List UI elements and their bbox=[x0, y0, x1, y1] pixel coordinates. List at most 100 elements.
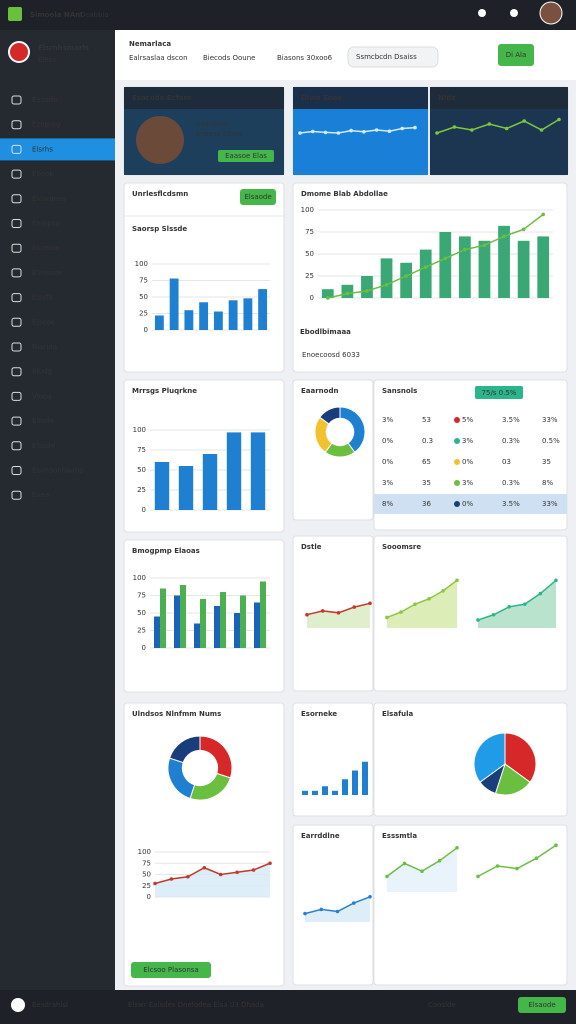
profile-button[interactable] bbox=[218, 150, 274, 162]
point bbox=[476, 618, 480, 622]
table-cell: 3% bbox=[382, 479, 393, 487]
point bbox=[452, 125, 457, 129]
card bbox=[123, 702, 285, 987]
bar bbox=[243, 298, 253, 330]
bar bbox=[498, 225, 510, 298]
bar bbox=[154, 462, 170, 510]
icon-user[interactable] bbox=[478, 9, 486, 17]
point bbox=[441, 589, 445, 593]
nav-icon bbox=[11, 268, 22, 278]
nav-item[interactable]: Elsvte bbox=[32, 294, 53, 302]
bar bbox=[226, 432, 242, 510]
card-footer: Ebodlbimaaa bbox=[300, 328, 351, 336]
nav-item[interactable]: Elsede bbox=[32, 318, 55, 326]
row-dot bbox=[454, 459, 460, 465]
bar bbox=[228, 300, 238, 330]
nav-item[interactable]: Emopse bbox=[32, 220, 60, 228]
y-tick-label: 100 bbox=[133, 426, 146, 434]
point bbox=[413, 602, 417, 606]
card-title: Sansnols bbox=[382, 387, 417, 395]
table-cell: 3.5% bbox=[502, 416, 520, 424]
point bbox=[427, 597, 431, 601]
nav-icon bbox=[11, 169, 22, 179]
top-menu: Dcabbia bbox=[80, 11, 109, 19]
y-tick-label: 25 bbox=[305, 272, 314, 280]
nav-item[interactable]: Elrode bbox=[32, 417, 54, 425]
card-header bbox=[124, 87, 284, 109]
nav-item[interactable]: Evea bbox=[32, 491, 49, 499]
card bbox=[123, 182, 285, 373]
footer-button[interactable] bbox=[518, 997, 566, 1013]
nav-item[interactable]: Viooa bbox=[32, 392, 51, 400]
table-cell: 8% bbox=[382, 500, 393, 508]
point bbox=[400, 126, 405, 131]
point bbox=[365, 289, 369, 293]
nav-icon bbox=[11, 441, 22, 451]
card-button[interactable] bbox=[131, 962, 211, 978]
area bbox=[307, 603, 370, 628]
y-tick-label: 50 bbox=[139, 293, 148, 301]
bar bbox=[400, 262, 412, 298]
point bbox=[502, 234, 506, 239]
table-cell: 53 bbox=[422, 416, 431, 424]
point bbox=[522, 119, 526, 123]
y-tick-label: 75 bbox=[142, 859, 151, 867]
nav-icon bbox=[11, 219, 22, 228]
nav-item[interactable]: Nlarula bbox=[32, 343, 57, 351]
point bbox=[323, 130, 328, 135]
nav-item[interactable]: Eesode bbox=[32, 96, 57, 104]
point bbox=[476, 874, 480, 879]
bar bbox=[352, 770, 358, 795]
bar bbox=[254, 602, 260, 648]
line bbox=[299, 126, 416, 134]
point bbox=[305, 612, 309, 617]
line bbox=[436, 118, 560, 134]
nav-item[interactable]: Ezoprog bbox=[32, 121, 60, 129]
header-tab[interactable]: Biecods Ooune bbox=[203, 54, 255, 62]
nav-item[interactable]: Elcordeos bbox=[32, 195, 66, 203]
card-body bbox=[430, 109, 568, 175]
bar bbox=[220, 592, 226, 648]
nav-icon bbox=[11, 95, 22, 105]
y-tick-label: 100 bbox=[138, 848, 151, 856]
nav-icon bbox=[11, 466, 22, 475]
bar bbox=[342, 779, 348, 795]
table-cell: 3.5% bbox=[502, 500, 520, 508]
card-title: Bmogpmp Elaoas bbox=[132, 547, 200, 555]
bar bbox=[180, 585, 186, 648]
y-tick-label: 50 bbox=[137, 466, 146, 474]
point bbox=[368, 895, 372, 899]
icon-bell[interactable] bbox=[510, 9, 518, 17]
table-badge-text: 75/s 0.5% bbox=[482, 389, 517, 397]
card-title: Dstle bbox=[301, 543, 322, 551]
nav-item[interactable]: Elsode bbox=[32, 442, 55, 450]
app-title: Simoola NAm bbox=[30, 11, 82, 19]
point bbox=[435, 131, 439, 135]
nav-icon bbox=[11, 342, 22, 352]
header-tab[interactable]: Biasons 30xoo6 bbox=[277, 54, 333, 62]
y-tick-label: 75 bbox=[139, 277, 148, 285]
nav-item[interactable]: Ebook bbox=[32, 170, 54, 178]
y-tick-label: 75 bbox=[137, 592, 146, 600]
header-button[interactable] bbox=[498, 44, 534, 66]
search-box[interactable] bbox=[347, 46, 439, 68]
bar bbox=[439, 232, 452, 298]
avatar[interactable] bbox=[539, 1, 563, 25]
nav-item[interactable]: Elsmoonhaabs bbox=[32, 467, 83, 475]
table-cell: 0.3% bbox=[502, 479, 520, 487]
area bbox=[478, 580, 556, 628]
nav-item[interactable]: Bludg bbox=[32, 368, 52, 376]
slice bbox=[494, 763, 531, 796]
point bbox=[345, 291, 350, 296]
y-tick-label: 25 bbox=[142, 882, 151, 890]
nav-item[interactable]: Elcoode bbox=[32, 244, 60, 252]
nav-item[interactable]: Elmeode bbox=[32, 269, 63, 277]
card-button[interactable] bbox=[240, 189, 276, 205]
bar bbox=[321, 289, 334, 298]
brand-logo bbox=[8, 41, 30, 63]
point bbox=[374, 128, 379, 132]
card bbox=[292, 824, 374, 986]
nav-item[interactable]: Elsrhs bbox=[32, 145, 53, 153]
table-cell: 0% bbox=[382, 458, 393, 466]
header-tab[interactable]: Ealrsaslaa dscon bbox=[129, 54, 188, 62]
